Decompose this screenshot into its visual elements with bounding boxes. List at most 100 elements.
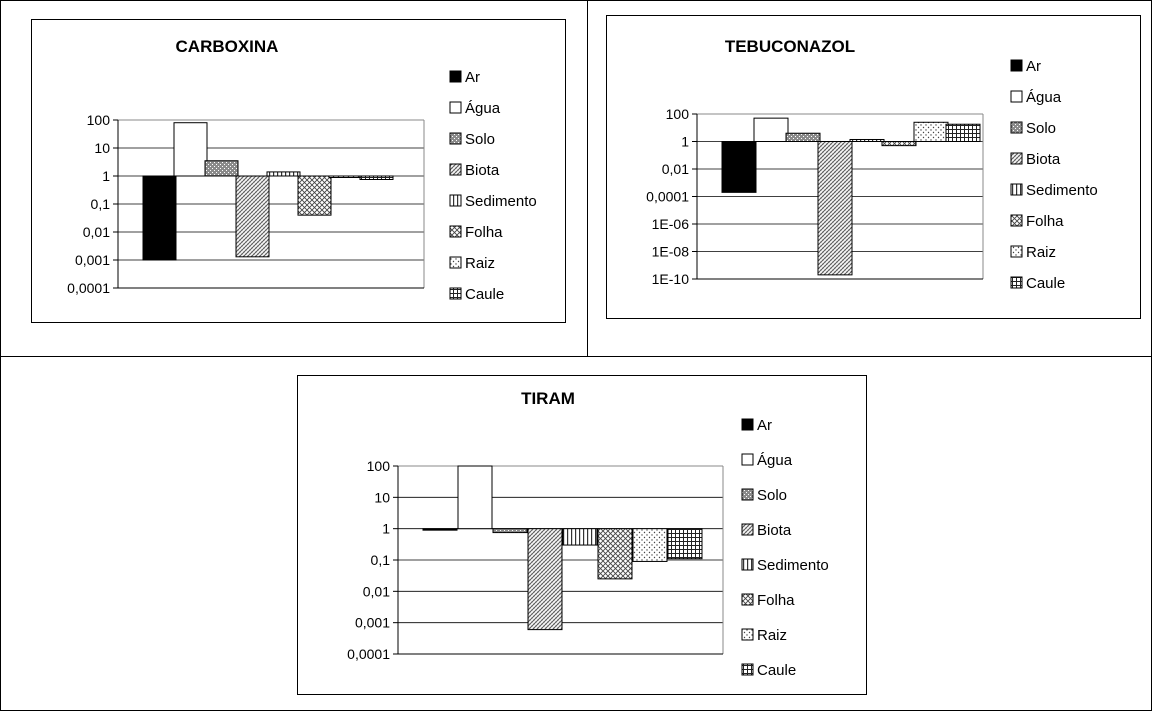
tiram-tick-label: 100 <box>367 458 391 474</box>
tiram-tick-label: 10 <box>374 489 390 505</box>
carboxina-legend-label-biota: Biota <box>465 162 500 179</box>
tebuconazol-legend-swatch-caule <box>1010 276 1023 289</box>
tiram-bar-folha <box>597 528 633 580</box>
carboxina-bar-raiz <box>328 175 363 178</box>
tiram-tick-label: 0,0001 <box>347 646 390 662</box>
tiram-legend-swatch-raiz <box>741 628 754 641</box>
tebuconazol-tick-label: 1E-10 <box>652 271 690 287</box>
tebuconazol-tick-label: 1E-08 <box>652 244 690 260</box>
tebuconazol-bar-biota <box>817 141 853 276</box>
tiram-legend-label-folha: Folha <box>757 592 795 609</box>
tebuconazol-bar-sedimento <box>849 138 885 142</box>
tiram-legend-label-raiz: Raiz <box>757 627 787 644</box>
carboxina-legend-label-solo: Solo <box>465 131 495 148</box>
carboxina-bar-folha <box>297 175 332 216</box>
tebuconazol-legend-swatch-sedimento <box>1010 183 1023 196</box>
carboxina-tick-label: 1 <box>102 168 110 184</box>
carboxina-title: CARBOXINA <box>176 37 279 56</box>
tebuconazol-legend-swatch-solo <box>1010 121 1023 134</box>
carboxina-legend-swatch-raiz <box>449 256 462 269</box>
tebuconazol-bar-ar <box>721 141 757 193</box>
tebuconazol-bar-folha <box>881 141 917 147</box>
tiram-tick-label: 1 <box>382 521 390 537</box>
tebuconazol-legend-swatch-raiz <box>1010 245 1023 258</box>
carboxina-legend-label-agua: Água <box>465 100 501 117</box>
tiram-legend-label-biota: Biota <box>757 522 792 539</box>
carboxina-tick-label: 0,1 <box>91 196 111 212</box>
carboxina-bar-solo <box>204 160 239 177</box>
carboxina-tick-label: 100 <box>87 112 111 128</box>
tebuconazol-bar-solo <box>785 132 821 142</box>
tiram-bar-raiz <box>632 528 668 562</box>
tebuconazol-legend-label-solo: Solo <box>1026 120 1056 137</box>
carboxina-legend-swatch-agua <box>449 101 462 114</box>
carboxina-legend-swatch-caule <box>449 287 462 300</box>
tiram-legend-label-caule: Caule <box>757 662 796 679</box>
chart-carboxina-svg: CARBOXINA 100 10 1 0,1 0,01 0,001 0,0001 Ar Água S… <box>67 37 537 303</box>
carboxina-bar-caule <box>359 175 394 180</box>
carboxina-bar-agua <box>173 122 208 177</box>
tiram-tick-label: 0,001 <box>355 615 390 631</box>
carboxina-legend-label-caule: Caule <box>465 286 504 303</box>
carboxina-tick-label: 0,001 <box>75 252 110 268</box>
tiram-bar-sedimento <box>562 528 598 546</box>
chart-tebuconazol-svg: TEBUCONAZOL 100 1 0,01 0,0001 1E-06 1E-08 1E-10… <box>646 37 1098 292</box>
tebuconazol-bar-caule <box>945 123 981 143</box>
tiram-legend-swatch-ar <box>741 418 754 431</box>
tiram-bar-ar <box>422 528 458 531</box>
tiram-bar-caule <box>667 528 703 560</box>
carboxina-legend-label-folha: Folha <box>465 224 503 241</box>
carboxina-tick-label: 0,01 <box>83 224 110 240</box>
tebuconazol-legend-label-caule: Caule <box>1026 275 1065 292</box>
carboxina-legend-label-ar: Ar <box>465 69 480 86</box>
tiram-legend-swatch-caule <box>741 663 754 676</box>
carboxina-legend-label-sedimento: Sedimento <box>465 193 537 210</box>
carboxina-legend-label-raiz: Raiz <box>465 255 495 272</box>
tiram-legend-swatch-agua <box>741 453 754 466</box>
tebuconazol-tick-label: 100 <box>666 106 690 122</box>
carboxina-legend-swatch-folha <box>449 225 462 238</box>
tebuconazol-title: TEBUCONAZOL <box>725 37 855 56</box>
tebuconazol-tick-label: 0,0001 <box>646 189 689 205</box>
tebuconazol-legend-label-agua: Água <box>1026 89 1062 106</box>
tebuconazol-legend-label-biota: Biota <box>1026 151 1061 168</box>
tebuconazol-tick-label: 1E-06 <box>652 216 690 232</box>
carboxina-legend-swatch-biota <box>449 163 462 176</box>
tiram-bar-agua <box>457 465 493 530</box>
tebuconazol-tick-label: 1 <box>681 134 689 150</box>
chart-tebuconazol: TEBUCONAZOL 100 1 0,01 0,0001 1E-06 1E-08 1E-10… <box>606 15 1141 319</box>
carboxina-bar-biota <box>235 175 270 258</box>
tiram-bar-biota <box>527 528 563 631</box>
tiram-legend-label-ar: Ar <box>757 417 772 434</box>
tebuconazol-bar-agua <box>753 117 789 142</box>
tebuconazol-legend-label-sedimento: Sedimento <box>1026 182 1098 199</box>
tebuconazol-tick-label: 0,01 <box>662 161 689 177</box>
tiram-tick-label: 0,01 <box>363 583 390 599</box>
tiram-legend-swatch-biota <box>741 523 754 536</box>
tebuconazol-legend-swatch-folha <box>1010 214 1023 227</box>
tebuconazol-legend-swatch-agua <box>1010 90 1023 103</box>
tebuconazol-legend-label-raiz: Raiz <box>1026 244 1056 261</box>
tiram-title: TIRAM <box>521 389 575 408</box>
tiram-bar-solo <box>492 528 528 534</box>
chart-carboxina: CARBOXINA 100 10 1 0,1 0,01 0,001 0,0001 Ar Água S… <box>31 19 566 323</box>
tebuconazol-bar-raiz <box>913 121 949 143</box>
carboxina-legend-swatch-ar <box>449 70 462 83</box>
carboxina-legend-swatch-solo <box>449 132 462 145</box>
tiram-legend-label-agua: Água <box>757 452 793 469</box>
tebuconazol-legend-label-folha: Folha <box>1026 213 1064 230</box>
carboxina-tick-label: 10 <box>94 140 110 156</box>
tiram-legend-label-solo: Solo <box>757 487 787 504</box>
carboxina-tick-label: 0,0001 <box>67 280 110 296</box>
tiram-legend-label-sedimento: Sedimento <box>757 557 829 574</box>
tebuconazol-legend-swatch-biota <box>1010 152 1023 165</box>
tiram-tick-label: 0,1 <box>371 552 391 568</box>
tiram-legend-swatch-solo <box>741 488 754 501</box>
carboxina-legend-swatch-sedimento <box>449 194 462 207</box>
tiram-legend-swatch-folha <box>741 593 754 606</box>
chart-tiram: TIRAM 100 10 1 0,1 0,01 0,001 0,0001 Ar Água Solo B… <box>297 375 867 695</box>
tebuconazol-legend-label-ar: Ar <box>1026 58 1041 75</box>
carboxina-bar-sedimento <box>266 171 301 177</box>
tiram-legend-swatch-sedimento <box>741 558 754 571</box>
tebuconazol-legend-swatch-ar <box>1010 59 1023 72</box>
